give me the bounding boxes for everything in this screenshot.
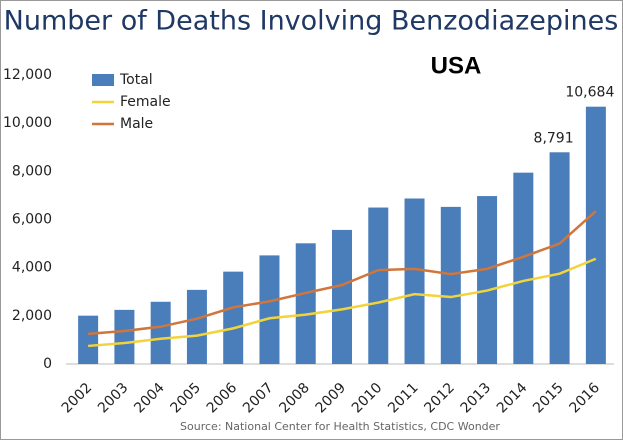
bar (259, 255, 280, 364)
bar (332, 229, 352, 364)
legend-swatch (92, 74, 114, 86)
bar (368, 207, 389, 364)
value-label: 8,791 (534, 130, 574, 146)
bar (549, 152, 570, 364)
bar (513, 172, 534, 364)
y-tick-label: 12,000 (3, 67, 52, 83)
bar (477, 196, 498, 364)
bar (150, 301, 171, 364)
y-tick-label: 6,000 (12, 212, 52, 228)
bar (223, 271, 244, 364)
legend-label: Female (120, 94, 171, 110)
source-note: Source: National Center for Health Stati… (180, 420, 500, 433)
bar (295, 243, 316, 364)
line (88, 210, 597, 336)
legend-label: Male (120, 116, 153, 132)
y-tick-label: 2,000 (12, 308, 52, 324)
annotation: USA (431, 52, 482, 79)
bar (404, 198, 425, 364)
bar (440, 206, 461, 364)
y-tick-label: 8,000 (12, 163, 52, 179)
bar (585, 106, 606, 364)
bar (78, 315, 99, 364)
legend-label: Total (119, 72, 153, 88)
y-tick-label: 0 (43, 356, 52, 372)
y-tick-label: 10,000 (3, 115, 52, 131)
y-tick-label: 4,000 (12, 260, 52, 276)
value-label: 10,684 (565, 85, 614, 101)
chart-title: Number of Deaths Involving Benzodiazepin… (4, 6, 619, 37)
bar (114, 309, 135, 364)
line (88, 257, 597, 348)
bar (186, 289, 207, 364)
